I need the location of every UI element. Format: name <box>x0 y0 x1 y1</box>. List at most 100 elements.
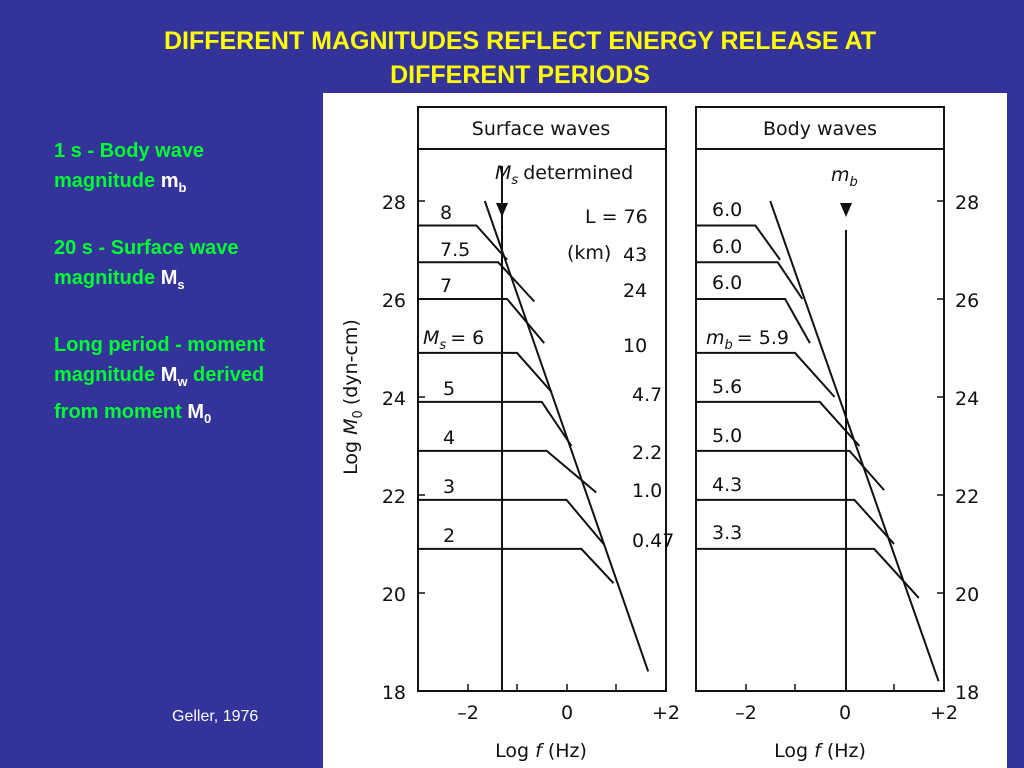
magnitude-value: = 6 <box>450 327 484 349</box>
length-label: 2.2 <box>632 442 662 464</box>
symbol-letter: M <box>160 267 178 289</box>
x-tick-label: –2 <box>735 702 757 724</box>
spectrum-curve-5-0 <box>696 449 885 491</box>
spectrum-curve-6-0 <box>696 261 804 300</box>
slide-title-line2: DIFFERENT PERIODS <box>390 61 650 89</box>
citation: Geller, 1976 <box>172 708 259 725</box>
spectrum-curve-3 <box>418 498 605 545</box>
symbol-subscript: w <box>177 374 188 389</box>
length-label: 43 <box>623 244 647 266</box>
marker-subscript: b <box>850 175 858 190</box>
body-panel-frame <box>695 106 945 692</box>
spectrum-curve-5-6 <box>696 400 861 447</box>
magnitude-label: 7 <box>440 275 452 297</box>
marker-symbol: m <box>831 164 850 186</box>
y-tick-label: 28 <box>382 192 406 214</box>
bullet-moment: Long period - moment magnitude Mw derive… <box>54 330 304 434</box>
magnitude-label: 5.6 <box>712 376 742 398</box>
body-wave-panel <box>695 106 945 692</box>
y-tick-labels-left: 28 26 24 22 20 18 <box>382 192 406 704</box>
y-tick-label: 26 <box>382 290 406 312</box>
axis-symbol: f <box>814 740 824 762</box>
magnitude-label-mb: mb = 5.9 <box>706 327 789 353</box>
x-tick-label: 0 <box>839 702 851 724</box>
axis-unit: (dyn-cm) <box>340 319 362 405</box>
magnitude-label: 6.0 <box>712 199 742 221</box>
x-axis-label-left: Log f (Hz) <box>495 740 587 762</box>
body-waves-header: Body waves <box>763 118 877 140</box>
y-tick-label: 22 <box>955 486 979 508</box>
magnitude-label: 3.3 <box>712 522 742 544</box>
length-label: 4.7 <box>632 384 662 406</box>
marker-word: determined <box>523 162 633 184</box>
symbol-letter: M <box>160 364 178 386</box>
symbol-letter: M <box>187 401 205 423</box>
magnitude-symbol: M <box>423 327 439 349</box>
marker-symbol: M <box>495 162 511 184</box>
bullet-text: derived from moment <box>54 364 265 423</box>
spectrum-curve-8 <box>418 224 508 261</box>
y-tick-label: 22 <box>382 486 406 508</box>
length-label: 0.47 <box>632 530 674 552</box>
marker-subscript: s <box>511 173 518 188</box>
y-tick-label: 26 <box>955 290 979 312</box>
magnitude-label: 5 <box>443 378 455 400</box>
spectrum-curve-6 <box>418 351 553 393</box>
bullet-text: 1 s - Body wave magnitude <box>54 140 205 192</box>
y-tick-label: 20 <box>955 584 979 606</box>
x-ticks <box>467 684 895 691</box>
magnitude-value: = 5.9 <box>737 327 789 349</box>
symbol-subscript: b <box>178 180 187 195</box>
symbol-letter: m <box>160 170 179 192</box>
bullet-list: 1 s - Body wave magnitude mb 20 s - Surf… <box>54 136 304 464</box>
spectrum-curves <box>418 200 940 682</box>
symbol-subscript: 0 <box>204 411 212 426</box>
spectrum-curve-7-5 <box>418 261 536 303</box>
body-magnitude-labels: 6.0 6.0 6.0 mb = 5.9 5.6 5.0 4.3 3.3 <box>706 199 789 544</box>
seismic-spectra-figure: Surface waves Ms determined Body waves mb… <box>340 106 979 762</box>
axis-word: Log <box>774 740 808 762</box>
y-tick-label: 18 <box>382 682 406 704</box>
figure-panel: Surface waves Ms determined Body waves mb… <box>323 93 1007 768</box>
magnitude-label: 7.5 <box>440 239 470 261</box>
mb-marker-label: mb <box>831 164 858 190</box>
bullet-surface-wave: 20 s - Surface wave magnitude Ms <box>54 233 304 300</box>
axis-symbol: f <box>535 740 545 762</box>
spectrum-curve-6-0 <box>696 298 811 344</box>
mw-symbol: Mw <box>160 364 188 389</box>
surface-panel-frame <box>417 106 667 692</box>
x-axis-label-right: Log f (Hz) <box>774 740 866 762</box>
axis-word: Log <box>340 441 362 475</box>
magnitude-symbol: m <box>706 327 725 349</box>
y-axis-label: Log M0 (dyn-cm) <box>340 319 366 475</box>
axis-symbol: M <box>340 418 362 434</box>
axis-unit: (Hz) <box>827 740 866 762</box>
spectrum-curve-4-3 <box>696 498 895 545</box>
y-ticks <box>418 200 944 594</box>
magnitude-label: 4 <box>443 427 455 449</box>
ms-marker-label: Ms determined <box>495 162 633 188</box>
length-label: L = 76 <box>585 206 648 228</box>
y-tick-label: 18 <box>955 682 979 704</box>
mb-symbol: mb <box>160 170 187 195</box>
spectrum-curve-3-3 <box>696 547 920 599</box>
slide-title-line1: DIFFERENT MAGNITUDES REFLECT ENERGY RELE… <box>163 27 877 55</box>
x-tick-label: +2 <box>930 702 958 724</box>
magnitude-subscript: b <box>725 338 733 353</box>
m0-symbol: M0 <box>187 401 212 426</box>
spectrum-curve-4 <box>418 449 597 494</box>
x-tick-label: +2 <box>652 702 680 724</box>
spectrum-curve-5 <box>418 400 573 447</box>
spectrum-curve-6-0 <box>696 224 781 261</box>
length-label: 1.0 <box>632 480 662 502</box>
magnitude-label: 3 <box>443 476 455 498</box>
spectrum-curve-5-9 <box>696 351 836 398</box>
magnitude-label: 8 <box>440 202 452 224</box>
length-unit: (km) <box>567 242 611 264</box>
y-tick-label: 28 <box>955 192 979 214</box>
magnitude-label: 5.0 <box>712 425 742 447</box>
surface-wave-panel <box>417 106 667 692</box>
ms-marker-arrow <box>496 203 508 217</box>
x-tick-label: –2 <box>457 702 479 724</box>
magnitude-subscript: s <box>439 338 446 353</box>
